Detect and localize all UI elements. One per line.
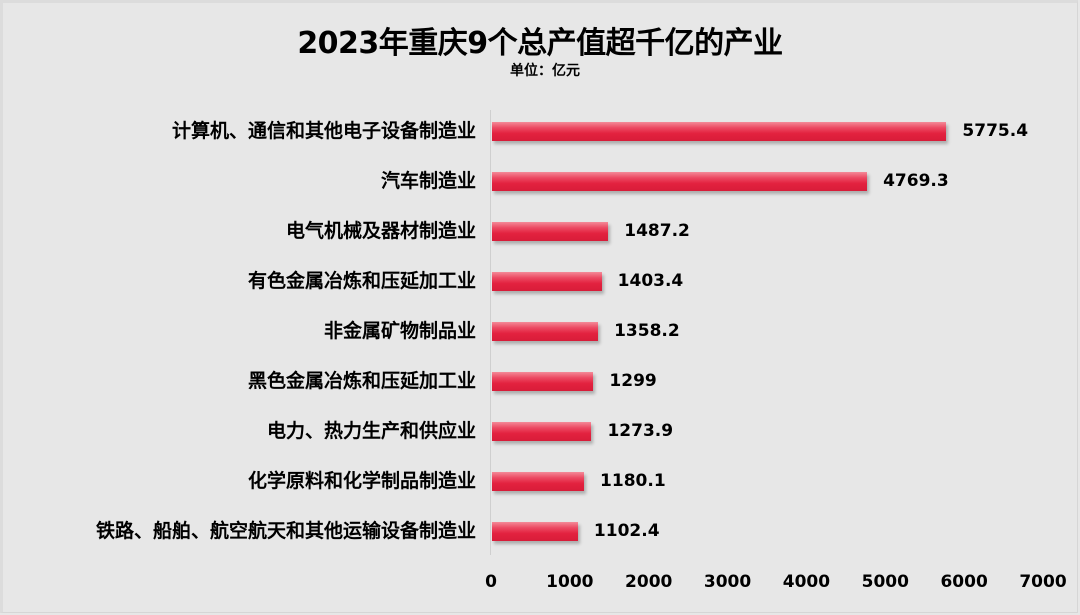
category-label: 黑色金属冶炼和压延加工业	[247, 370, 476, 392]
bar	[492, 272, 602, 291]
category-label: 电力、热力生产和供应业	[266, 420, 476, 442]
x-tick-label: 5000	[861, 572, 909, 592]
value-label: 1487.2	[624, 221, 690, 241]
value-label: 1299	[609, 371, 657, 391]
bar	[492, 222, 609, 241]
value-label: 1180.1	[600, 471, 666, 491]
x-tick-label: 3000	[703, 572, 752, 592]
chart-unit-subtitle: 单位：亿元	[510, 63, 580, 79]
value-label: 1358.2	[614, 321, 680, 341]
value-label: 1273.9	[607, 421, 674, 441]
x-tick-label: 1000	[546, 572, 594, 592]
category-label: 非金属矿物制品业	[323, 320, 476, 342]
bar	[492, 422, 592, 441]
x-tick-label: 6000	[940, 572, 988, 592]
category-label: 铁路、船舶、航空航天和其他运输设备制造业	[95, 520, 476, 542]
x-tick-label: 0	[485, 572, 497, 592]
chart-title: 2023年重庆9个总产值超千亿的产业	[297, 26, 783, 61]
y-axis-line	[490, 110, 491, 555]
value-label: 1403.4	[617, 271, 684, 291]
value-label: 1102.4	[593, 521, 660, 541]
category-label: 汽车制造业	[380, 170, 476, 192]
bar	[492, 372, 594, 391]
bar	[492, 172, 868, 191]
x-tick-label: 4000	[782, 572, 831, 592]
category-label: 电气机械及器材制造业	[285, 220, 476, 242]
value-label: 5775.4	[962, 121, 1029, 141]
value-label: 4769.3	[883, 171, 949, 191]
category-label: 有色金属冶炼和压延加工业	[247, 270, 476, 292]
bar	[492, 322, 599, 341]
x-tick-label: 2000	[625, 572, 673, 592]
category-label: 化学原料和化学制品制造业	[247, 470, 476, 492]
x-tick-label: 7000	[1019, 572, 1067, 592]
bar	[492, 472, 585, 491]
bar	[492, 522, 578, 541]
bar	[492, 122, 947, 141]
category-label: 计算机、通信和其他电子设备制造业	[171, 120, 476, 142]
